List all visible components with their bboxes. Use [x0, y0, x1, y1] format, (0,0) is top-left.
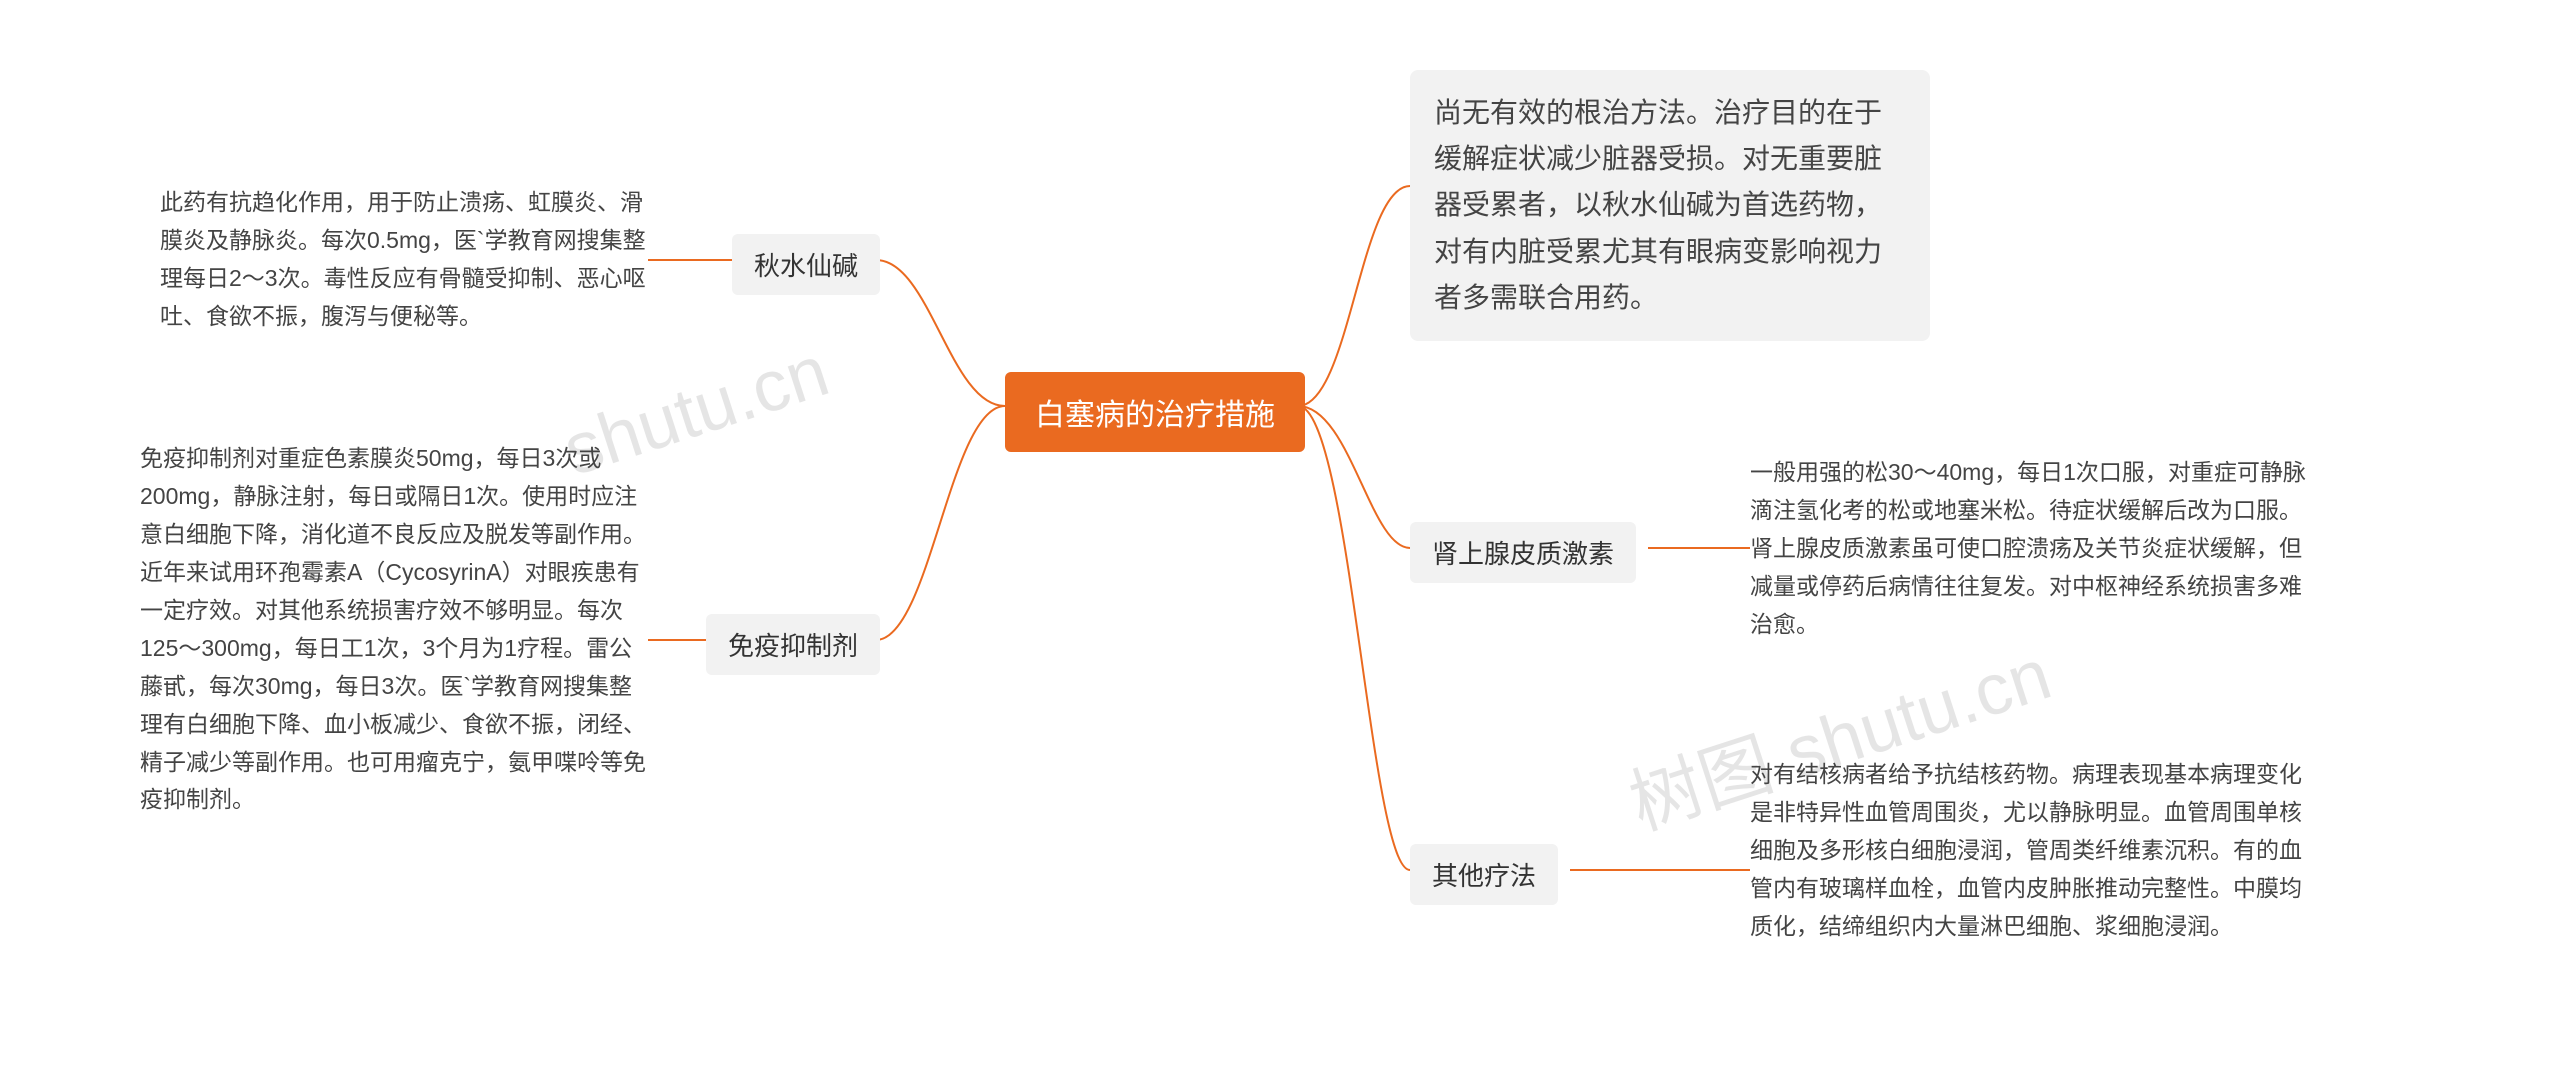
branch-immunosuppressant[interactable]: 免疫抑制剂 — [706, 614, 880, 675]
edge-root-right1 — [1298, 406, 1410, 548]
branch-colchicine[interactable]: 秋水仙碱 — [732, 234, 880, 295]
branch-corticosteroid[interactable]: 肾上腺皮质激素 — [1410, 522, 1636, 583]
root-node[interactable]: 白塞病的治疗措施 — [1005, 372, 1305, 452]
edge-root-right2 — [1298, 406, 1410, 870]
leaf-immunosuppressant: 免疫抑制剂对重症色素膜炎50mg，每日3次或200mg，静脉注射，每日或隔日1次… — [140, 440, 650, 819]
branch-other[interactable]: 其他疗法 — [1410, 844, 1558, 905]
edge-root-left2 — [876, 406, 1005, 640]
leaf-other: 对有结核病者给予抗结核药物。病理表现基本病理变化是非特异性血管周围炎，尤以静脉明… — [1750, 756, 2310, 946]
edge-root-intro — [1298, 186, 1410, 406]
leaf-colchicine: 此药有抗趋化作用，用于防止溃疡、虹膜炎、滑膜炎及静脉炎。每次0.5mg，医`学教… — [160, 184, 650, 336]
intro-note: 尚无有效的根治方法。治疗目的在于缓解症状减少脏器受损。对无重要脏器受累者，以秋水… — [1410, 70, 1930, 341]
leaf-corticosteroid: 一般用强的松30～40mg，每日1次口服，对重症可静脉滴注氢化考的松或地塞米松。… — [1750, 454, 2310, 644]
edge-root-left1 — [876, 260, 1005, 406]
